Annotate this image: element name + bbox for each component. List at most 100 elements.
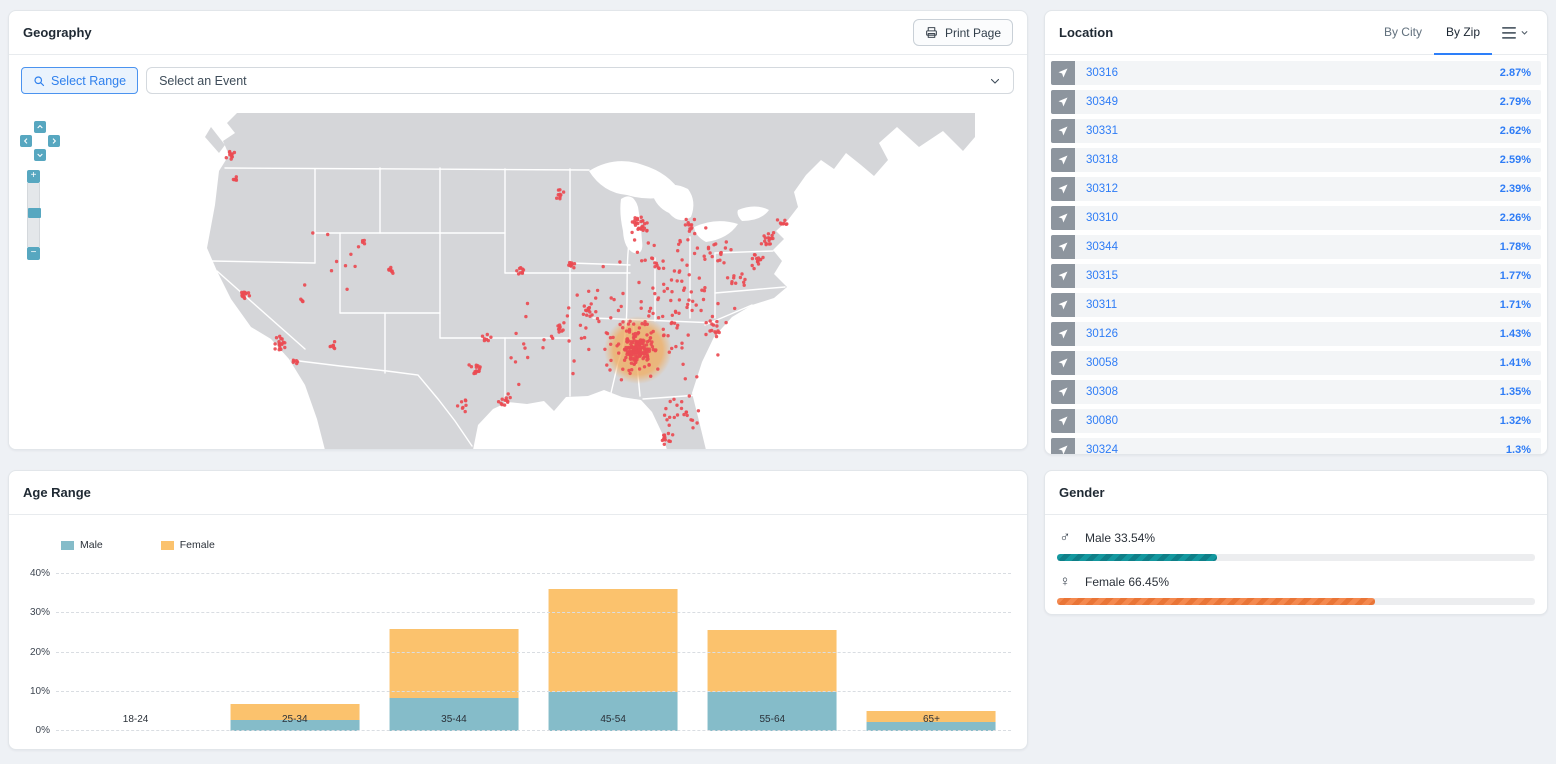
zip-link[interactable]: 30080 [1086,415,1118,427]
zoom-out-button[interactable]: − [27,247,40,260]
legend-item-female: Female [160,539,215,551]
print-page-label: Print Page [944,25,1001,40]
tab-by-zip[interactable]: By Zip [1433,11,1492,55]
legend-item-male: Male [61,539,103,551]
map-zoom-control: + − [27,170,41,260]
legend-female-label: Female [179,539,215,551]
pan-down-button[interactable] [34,149,46,161]
zip-link[interactable]: 30311 [1086,299,1118,311]
x-axis-category-label: 18-24 [122,714,149,725]
male-bar-segment[interactable] [389,698,519,731]
female-icon: ♀ [1059,573,1071,590]
zip-link[interactable]: 30315 [1086,270,1118,282]
zip-link[interactable]: 30308 [1086,386,1118,398]
gridline [56,690,1011,692]
location-row: 30315 1.77% [1051,264,1541,288]
chevron-left-icon [23,138,28,144]
zip-percentage: 2.62% [1499,125,1531,137]
zip-link[interactable]: 30312 [1086,183,1118,195]
pan-left-button[interactable] [20,135,32,147]
print-page-button[interactable]: Print Page [912,19,1013,46]
gridline [56,651,1011,653]
male-bar-segment[interactable] [548,692,678,731]
location-row: 30344 1.78% [1051,235,1541,259]
geography-panel: Geography Print Page Select Range Select… [8,10,1028,450]
gridline [56,612,1011,614]
zip-percentage: 2.87% [1499,67,1531,79]
us-map[interactable]: + − [9,107,1027,449]
chevron-up-icon [37,124,43,129]
chevron-down-icon [37,153,43,158]
female-bar-segment[interactable] [230,703,360,721]
zip-percentage: 1.3% [1505,444,1531,455]
location-row: 30311 1.71% [1051,293,1541,317]
zoom-slider-handle[interactable] [28,208,41,218]
zoom-in-button[interactable]: + [27,170,40,183]
zip-percentage: 2.39% [1499,183,1531,195]
male-progress-track [1057,554,1535,561]
zip-percentage: 1.71% [1499,299,1531,311]
gender-body: ♂ Male 33.54% ♀ Female 66.45% [1045,515,1547,605]
location-row: 30310 2.26% [1051,206,1541,230]
chevron-down-icon [990,78,1000,84]
bar-slot-45-54: 45-54 [534,574,693,731]
zip-percentage: 2.79% [1499,96,1531,108]
location-row: 30308 1.35% [1051,380,1541,404]
search-icon [34,75,45,86]
bar-slot-25-34: 25-34 [215,574,374,731]
us-map-svg [205,113,975,449]
female-stat-label: Female 66.45% [1085,574,1170,589]
male-bar-segment[interactable] [230,720,360,731]
pan-up-button[interactable] [34,121,46,133]
x-axis-category-label: 45-54 [600,714,626,725]
female-bar-segment[interactable] [707,629,837,693]
location-row: 30126 1.43% [1051,322,1541,346]
bar-slot-65+: 65+ [852,574,1011,731]
location-row: 30058 1.41% [1051,351,1541,375]
event-select[interactable]: Select an Event [146,67,1014,94]
zip-link[interactable]: 30316 [1086,67,1118,79]
location-row: 30331 2.62% [1051,119,1541,143]
navigation-arrow-icon [1051,119,1075,143]
age-range-title: Age Range [23,485,91,500]
zip-link[interactable]: 30344 [1086,241,1118,253]
tab-by-city[interactable]: By City [1383,24,1422,39]
geography-toolbar: Select Range Select an Event [9,55,1027,106]
navigation-arrow-icon [1051,264,1075,288]
male-bar-segment[interactable] [707,692,837,731]
zip-link[interactable]: 30349 [1086,96,1118,108]
zip-percentage: 1.32% [1499,415,1531,427]
select-range-label: Select Range [51,73,127,88]
female-bar-segment[interactable] [548,588,678,693]
location-row: 30349 2.79% [1051,90,1541,114]
male-progress-fill [1057,554,1218,561]
female-bar-segment[interactable] [389,629,519,699]
age-range-chart: 18-24 25-34 35-44 45-54 55-64 65+ 0% 10% 20% 30%… [30,568,1011,736]
location-panel: Location By City By Zip 30316 2.87% 30349 2… [1044,10,1548,455]
male-bar-segment[interactable] [866,721,996,731]
female-swatch [160,540,174,550]
zip-link[interactable]: 30324 [1086,444,1118,455]
bar-slot-35-44: 35-44 [374,574,533,731]
pan-right-button[interactable] [48,135,60,147]
zip-percentage: 2.26% [1499,212,1531,224]
zip-link[interactable]: 30331 [1086,125,1118,137]
location-header: Location By City By Zip [1045,11,1547,55]
location-row: 30324 1.3% [1051,438,1541,455]
y-axis-tick-label: 20% [29,646,50,658]
age-range-bars: 18-24 25-34 35-44 45-54 55-64 65+ [56,574,1011,731]
zip-percentage: 1.43% [1499,328,1531,340]
zip-link[interactable]: 30058 [1086,357,1118,369]
location-menu-button[interactable] [1492,11,1533,55]
navigation-arrow-icon [1051,235,1075,259]
navigation-arrow-icon [1051,322,1075,346]
zip-link[interactable]: 30126 [1086,328,1118,340]
navigation-arrow-icon [1051,206,1075,230]
zoom-slider-track[interactable] [27,183,41,247]
female-bar-segment[interactable] [866,710,996,722]
location-list: 30316 2.87% 30349 2.79% 30331 2.62% 30318 2.59%… [1045,55,1547,455]
select-range-button[interactable]: Select Range [21,67,139,94]
male-icon: ♂ [1059,529,1071,546]
zip-link[interactable]: 30318 [1086,154,1118,166]
zip-link[interactable]: 30310 [1086,212,1118,224]
